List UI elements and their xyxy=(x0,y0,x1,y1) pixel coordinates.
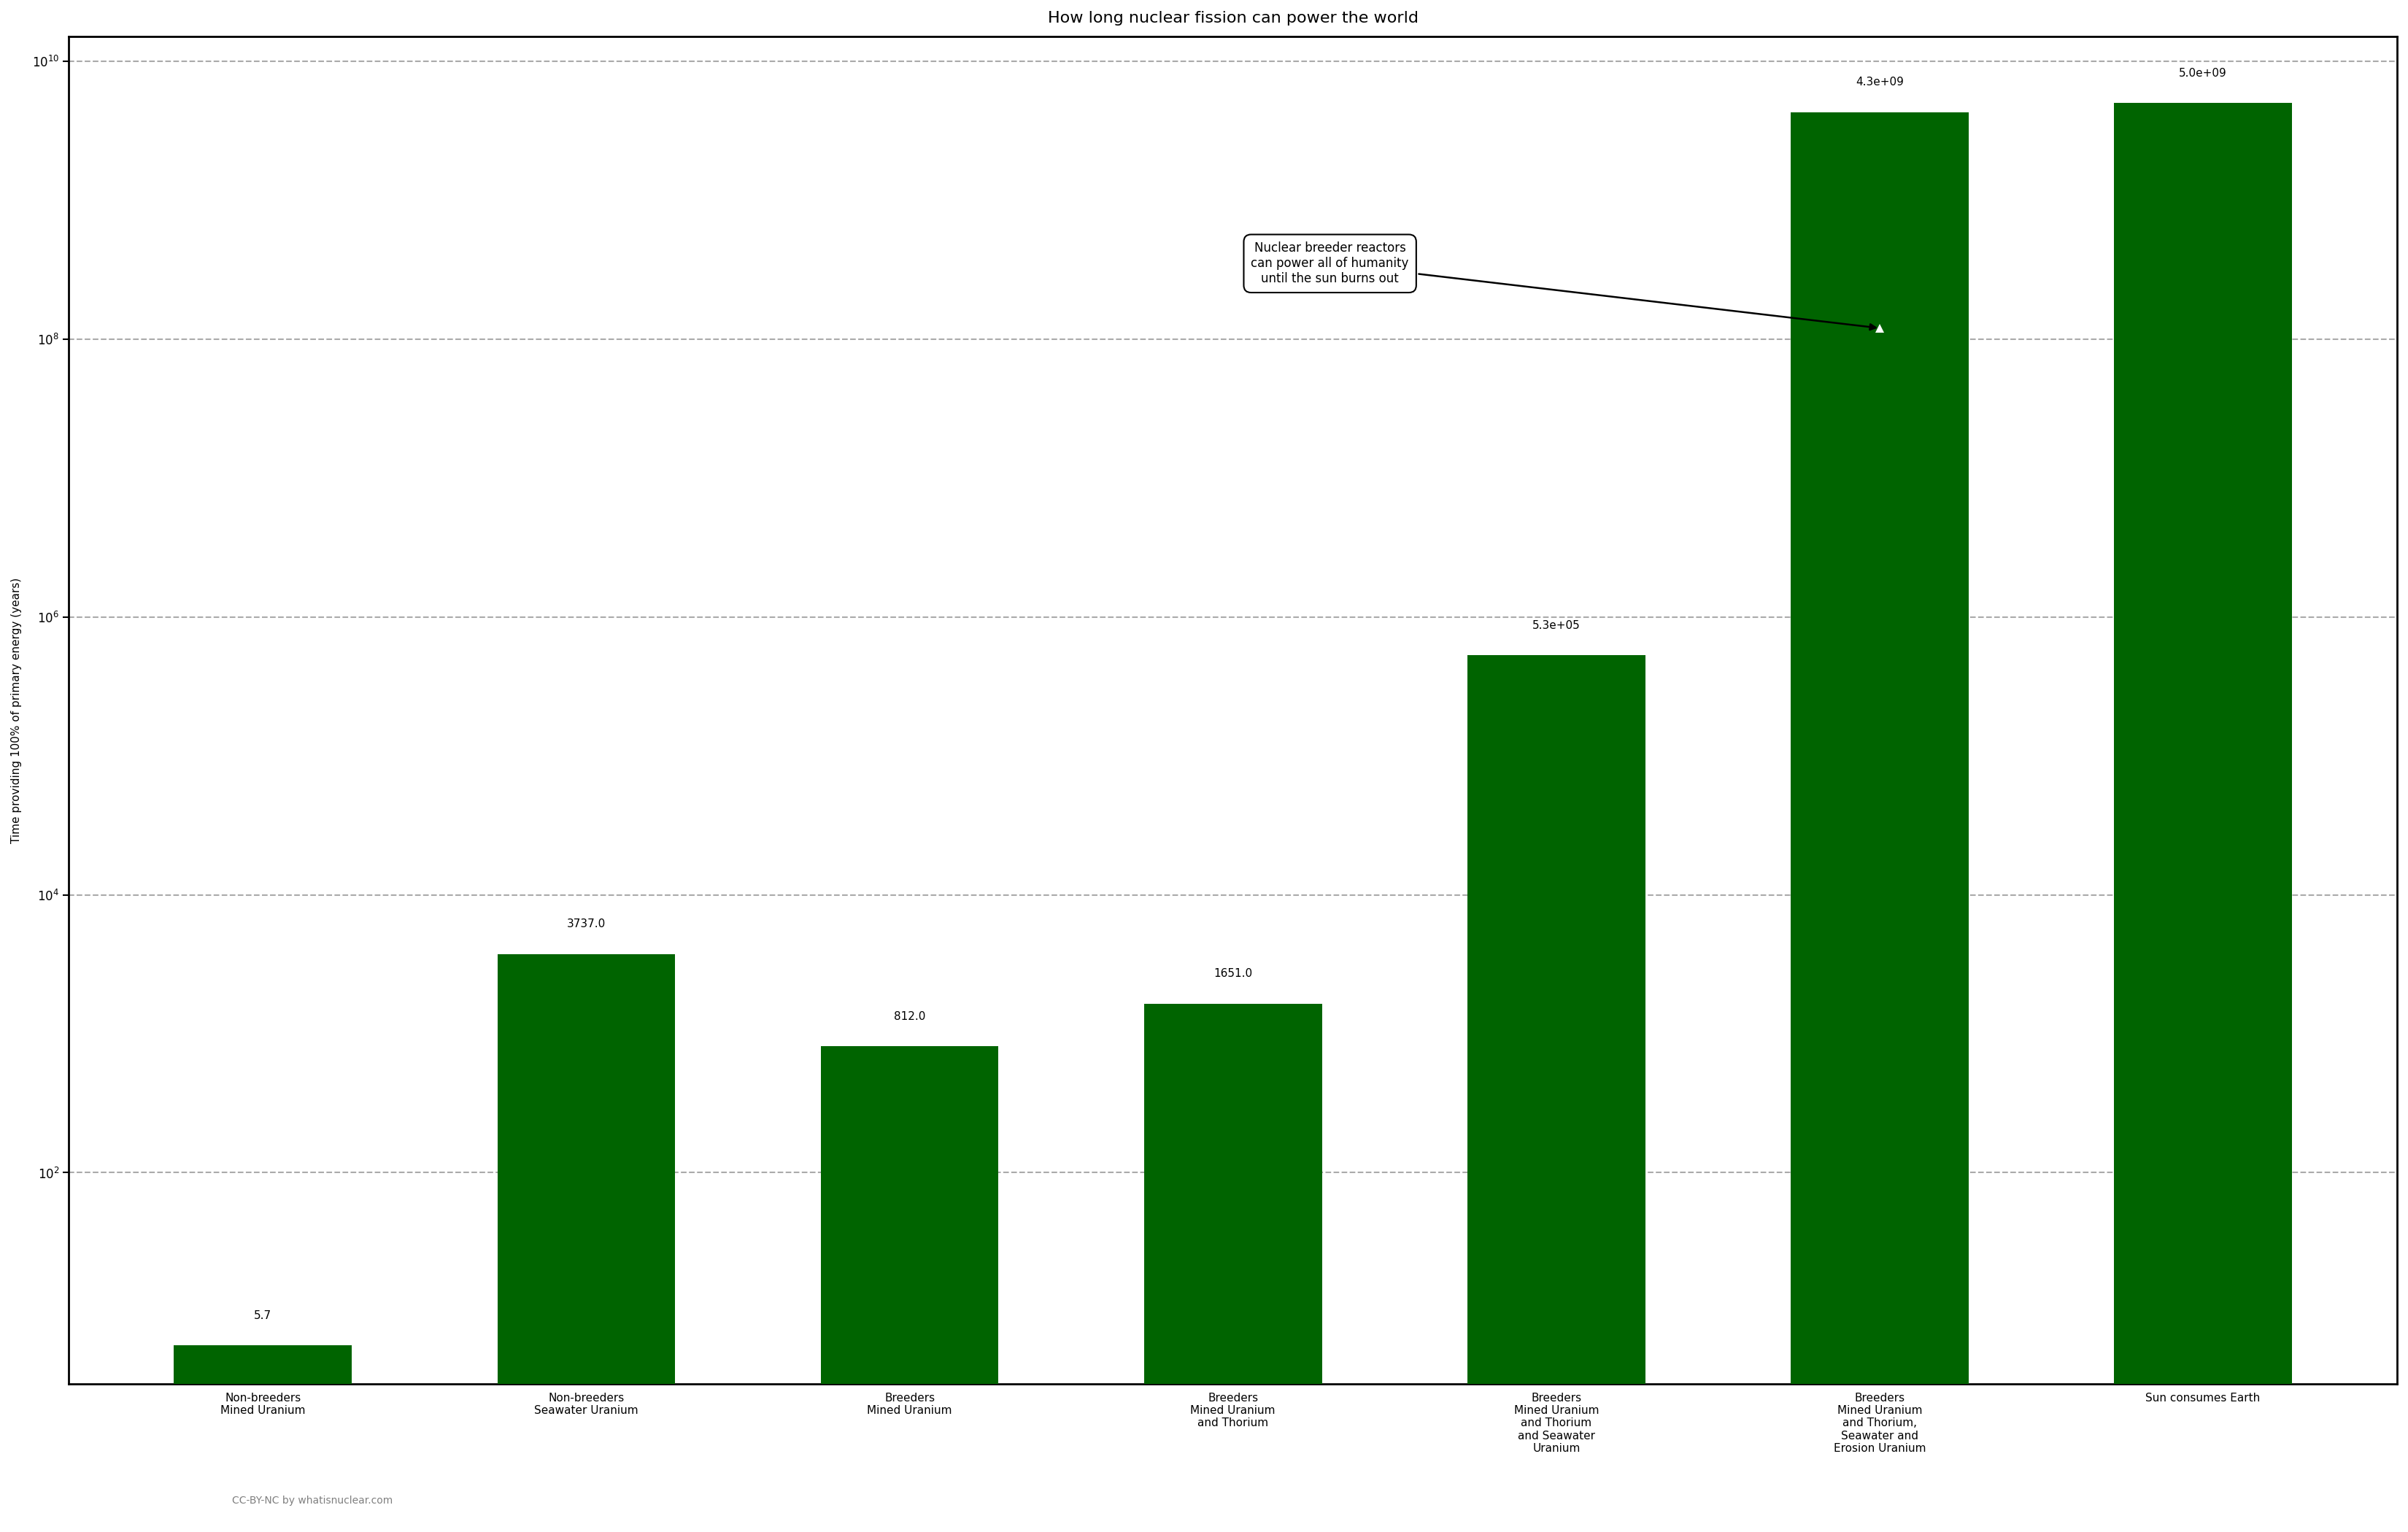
Bar xyxy=(821,1046,999,1532)
Text: 4.3e+09: 4.3e+09 xyxy=(1857,77,1905,87)
Bar xyxy=(1792,112,1970,1532)
Text: Nuclear breeder reactors
can power all of humanity
until the sun burns out: Nuclear breeder reactors can power all o… xyxy=(1252,242,1876,329)
Text: 5.7: 5.7 xyxy=(255,1310,272,1321)
Text: 5.3e+05: 5.3e+05 xyxy=(1531,620,1580,631)
Y-axis label: Time providing 100% of primary energy (years): Time providing 100% of primary energy (y… xyxy=(12,578,22,844)
Bar xyxy=(2114,103,2292,1532)
Bar xyxy=(1144,1003,1322,1532)
Text: 3737.0: 3737.0 xyxy=(566,919,607,930)
Text: 5.0e+09: 5.0e+09 xyxy=(2179,67,2227,78)
Text: 1651.0: 1651.0 xyxy=(1214,968,1252,979)
Bar xyxy=(498,954,674,1532)
Bar xyxy=(173,1345,352,1532)
Text: 812.0: 812.0 xyxy=(893,1011,925,1022)
Bar xyxy=(1466,656,1645,1532)
Title: How long nuclear fission can power the world: How long nuclear fission can power the w… xyxy=(1047,11,1418,26)
Text: CC-BY-NC by whatisnuclear.com: CC-BY-NC by whatisnuclear.com xyxy=(231,1495,393,1506)
